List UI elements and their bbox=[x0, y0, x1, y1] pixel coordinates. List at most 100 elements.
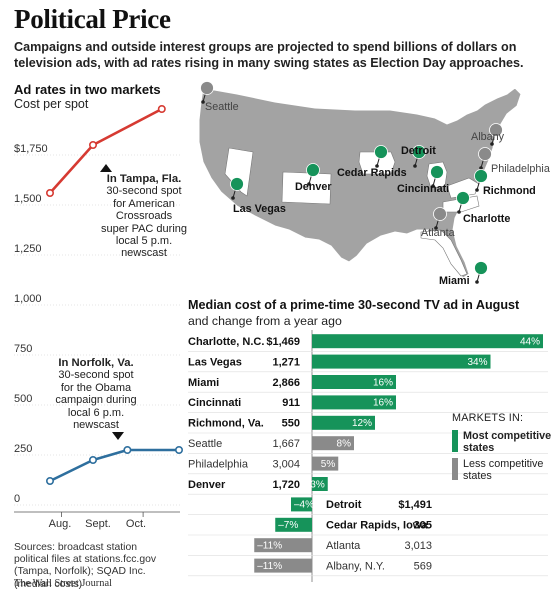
norfolk-series-note: 30-second spot for the Obama campaign du… bbox=[55, 369, 137, 432]
tampa-series-note: 30-second spot for American Crossroads s… bbox=[101, 185, 188, 260]
graphic-title: Political Price bbox=[14, 4, 171, 34]
cost-label: 305 bbox=[414, 520, 432, 532]
market-label: Philadelphia bbox=[188, 458, 249, 470]
bar-chart-title: Median cost of a prime-time 30-second TV… bbox=[188, 298, 520, 312]
map-label: Philadelphia bbox=[491, 163, 550, 175]
credit-line: The Wall Street Journal bbox=[14, 578, 112, 589]
market-label: Charlotte, N.C. bbox=[188, 336, 264, 348]
legend-label-competitive: Most competitive states bbox=[463, 430, 552, 454]
market-label: Las Vegas bbox=[188, 356, 242, 368]
market-label: Denver bbox=[188, 479, 226, 491]
map-marker-albany bbox=[489, 123, 503, 137]
bar-chart-subtitle: and change from a year ago bbox=[188, 314, 342, 328]
map-label: Charlotte bbox=[463, 213, 510, 225]
bar bbox=[312, 354, 491, 369]
tampa-annotation: In Tampa, Fla. 30-second spot for Americ… bbox=[101, 173, 187, 260]
market-label: Seattle bbox=[188, 438, 222, 450]
florida-state bbox=[420, 229, 468, 277]
bar bbox=[312, 415, 375, 430]
market-label: Albany, N.Y. bbox=[326, 560, 385, 572]
marker-dot bbox=[375, 164, 379, 168]
cost-label: 2,866 bbox=[272, 377, 300, 389]
bar-chart-legend: MARKETS IN: Most competitive states Less… bbox=[452, 412, 552, 486]
marker-dot bbox=[475, 188, 479, 192]
cost-label: 1,271 bbox=[272, 356, 300, 368]
marker-dot bbox=[479, 166, 483, 170]
map-marker-charlotte bbox=[456, 191, 470, 205]
tampa-series-name: In Tampa, Fla. bbox=[106, 173, 182, 185]
iowa-state bbox=[358, 151, 396, 175]
map-label: Atlanta bbox=[421, 227, 455, 239]
series-point bbox=[123, 445, 132, 454]
cost-label: 550 bbox=[282, 418, 300, 430]
cost-label: 3,004 bbox=[272, 458, 300, 470]
map-marker-cincinnati bbox=[430, 165, 444, 179]
map-label: Denver bbox=[295, 181, 332, 193]
change-label: 8% bbox=[337, 439, 352, 450]
change-label: 34% bbox=[467, 357, 487, 368]
marker-dot bbox=[231, 196, 235, 200]
map-label: Richmond bbox=[483, 185, 536, 197]
map-marker-cedar-rapids bbox=[374, 145, 388, 159]
y-tick-label: 250 bbox=[14, 443, 32, 455]
cost-label: $1,491 bbox=[398, 499, 432, 511]
series-point bbox=[45, 189, 54, 198]
marker-dot bbox=[431, 184, 435, 188]
change-label: –4% bbox=[294, 500, 314, 511]
map-marker-philadelphia bbox=[478, 147, 492, 161]
y-tick-label: 750 bbox=[14, 343, 32, 355]
change-label: 16% bbox=[373, 398, 393, 409]
change-label: –11% bbox=[257, 541, 282, 552]
series-point bbox=[89, 141, 98, 150]
map-label: Miami bbox=[439, 275, 470, 287]
legend-item-competitive: Most competitive states bbox=[452, 430, 552, 454]
bar bbox=[312, 436, 354, 451]
cost-label: 911 bbox=[282, 397, 300, 409]
map-label: Albany bbox=[471, 131, 505, 143]
line-chart-title: Ad rates in two markets bbox=[14, 82, 161, 97]
change-label: 3% bbox=[310, 479, 325, 490]
cost-label: $1,469 bbox=[266, 336, 300, 348]
market-label: Detroit bbox=[326, 499, 362, 511]
map-label: Cedar Rapids bbox=[337, 167, 407, 179]
x-tick-label: Oct. bbox=[126, 518, 146, 530]
y-tick-label: 1,250 bbox=[14, 243, 42, 255]
y-tick-label: 1,500 bbox=[14, 193, 42, 205]
map-label: Cincinnati bbox=[397, 183, 449, 195]
change-label: –11% bbox=[257, 561, 282, 572]
x-tick-label: Aug. bbox=[49, 518, 72, 530]
cost-label: 1,667 bbox=[272, 438, 300, 450]
norfolk-series-name: In Norfolk, Va. bbox=[58, 357, 134, 369]
legend-swatch-less bbox=[452, 458, 458, 480]
bar bbox=[254, 538, 312, 553]
legend-swatch-competitive bbox=[452, 430, 458, 452]
change-label: 16% bbox=[373, 377, 393, 388]
marker-dot bbox=[201, 100, 205, 104]
y-tick-label: 0 bbox=[14, 493, 20, 505]
map-label: Las Vegas bbox=[233, 203, 286, 215]
marker-dot bbox=[413, 164, 417, 168]
map-marker-richmond bbox=[474, 169, 488, 183]
marker-dot bbox=[490, 142, 494, 146]
legend-item-less: Less competitive states bbox=[452, 458, 552, 482]
marker-dot bbox=[457, 210, 461, 214]
tampa-pointer bbox=[100, 164, 112, 172]
norfolk-pointer bbox=[112, 432, 124, 440]
nevada-state bbox=[224, 147, 254, 197]
map-marker-detroit bbox=[412, 145, 426, 159]
map-marker-miami bbox=[474, 261, 488, 275]
series-line bbox=[49, 448, 179, 483]
market-label: Atlanta bbox=[326, 540, 361, 552]
series-point bbox=[89, 455, 98, 464]
market-label: Richmond, Va. bbox=[188, 418, 264, 430]
bar bbox=[312, 375, 396, 389]
change-label: –7% bbox=[278, 520, 298, 531]
change-label: 12% bbox=[352, 418, 372, 429]
change-label: 5% bbox=[321, 459, 336, 470]
bar bbox=[291, 497, 312, 512]
marker-dot bbox=[307, 182, 311, 186]
bar bbox=[312, 334, 543, 349]
map-marker-atlanta bbox=[433, 207, 447, 221]
map-label: Seattle bbox=[205, 101, 239, 113]
